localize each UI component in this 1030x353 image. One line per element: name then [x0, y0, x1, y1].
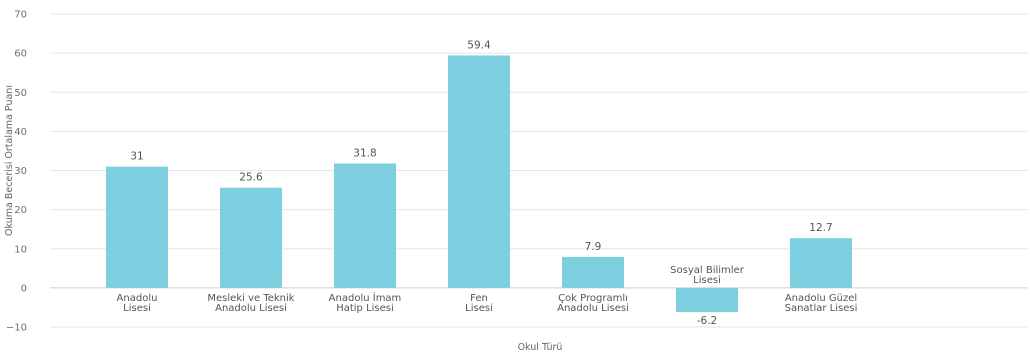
y-tick-label: −10: [6, 323, 27, 334]
bar: [790, 238, 852, 288]
category-label-line: Anadolu Lisesi: [557, 303, 629, 314]
category-label: Anadolu İmam Hatip Lisesi: [329, 291, 402, 314]
category-label-line: Anadolu İmam: [329, 291, 402, 304]
y-tick-label: 70: [14, 10, 27, 21]
category-label-line: Hatip Lisesi: [336, 303, 394, 314]
category-label-line: Anadolu Güzel: [785, 293, 857, 304]
y-tick-label: 0: [21, 283, 27, 294]
category-label-line: Sanatlar Lisesi: [785, 303, 858, 314]
category-label-line: Fen: [470, 293, 488, 304]
category-label-line: Çok Programlı: [558, 293, 628, 304]
category-label: Mesleki ve Teknik Anadolu Lisesi: [207, 293, 294, 314]
data-labels: 31 25.6 31.8 59.4 7.9 -6.2 12.7: [130, 39, 832, 327]
data-label: 59.4: [467, 39, 491, 51]
category-label: Sosyal Bilimler Lisesi: [670, 265, 745, 286]
category-label-line: Lisesi: [693, 275, 721, 286]
bar: [676, 287, 738, 313]
bar: [106, 166, 168, 288]
data-label: 7.9: [585, 241, 602, 253]
data-label: 25.6: [239, 172, 263, 184]
y-axis-title: Okuma Becerisi Ortalama Puanı: [4, 85, 15, 236]
y-tick-label: 40: [14, 127, 27, 138]
category-label-line: Lisesi: [465, 303, 493, 314]
gridlines: [50, 13, 1028, 328]
category-label-line: Anadolu Lisesi: [215, 303, 287, 314]
data-label: 12.7: [809, 222, 832, 234]
bars: [106, 55, 852, 313]
category-label: Çok Programlı Anadolu Lisesi: [557, 293, 629, 314]
bar: [562, 256, 624, 288]
bar: [220, 187, 282, 288]
y-axis-ticks: −10 0 10 20 30 40 50 60 70: [6, 10, 27, 334]
category-label-line: Anadolu: [117, 293, 158, 304]
category-label-line: Sosyal Bilimler: [670, 265, 745, 276]
category-label-line: Lisesi: [123, 303, 151, 314]
category-label-line: Mesleki ve Teknik: [207, 293, 294, 304]
y-tick-label: 10: [14, 244, 27, 255]
y-tick-label: 50: [14, 88, 27, 99]
y-tick-label: 20: [14, 205, 27, 216]
x-axis-title: Okul Türü: [518, 342, 563, 353]
y-tick-label: 30: [14, 166, 27, 177]
category-label: Fen Lisesi: [465, 293, 493, 314]
data-label: 31.8: [353, 147, 376, 159]
data-label: 31: [130, 151, 143, 163]
bar: [334, 163, 396, 288]
category-label: Anadolu Güzel Sanatlar Lisesi: [785, 293, 858, 314]
data-label: -6.2: [697, 315, 718, 327]
bar: [448, 55, 510, 288]
y-tick-label: 60: [14, 49, 27, 60]
category-label: Anadolu Lisesi: [117, 293, 158, 314]
